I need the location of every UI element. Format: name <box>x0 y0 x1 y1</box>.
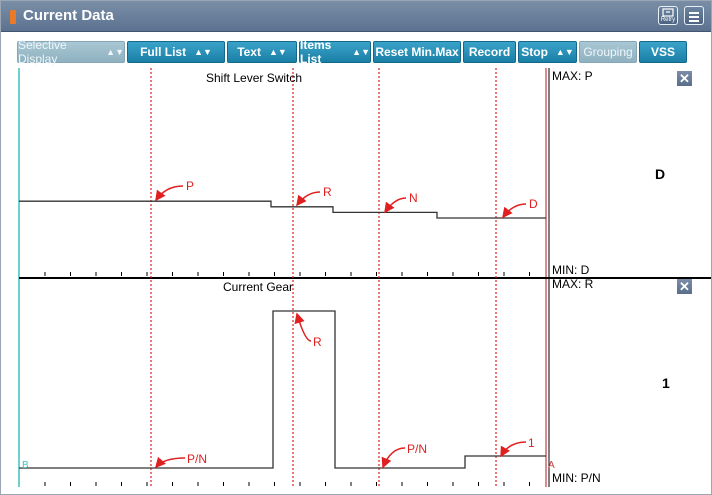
annotation-label-p2-0: P/N <box>187 452 207 466</box>
annotation-arrow <box>500 441 527 458</box>
annotation-arrow <box>155 185 184 202</box>
updown-icon: ▲▼ <box>352 47 370 57</box>
window-icon <box>10 10 16 24</box>
reset-min-max-button[interactable]: Reset Min.Max <box>373 41 461 63</box>
grouping-button[interactable]: Grouping <box>579 41 637 63</box>
record-button[interactable]: Record <box>463 41 516 63</box>
full-list-button[interactable]: Full List ▲▼ <box>127 41 225 63</box>
title-bar: Current Data Retry <box>1 1 711 32</box>
annotation-arrow <box>296 191 321 207</box>
panel2-title: Current Gear <box>223 280 294 294</box>
annotation-label-3: D <box>529 197 538 211</box>
items-list-button[interactable]: Items List ▲▼ <box>299 38 371 66</box>
refresh-icon <box>662 8 674 17</box>
panel1-close-button[interactable]: ✕ <box>677 71 692 86</box>
annotation-label-p2-1: R <box>313 335 322 349</box>
annotation-label-1: R <box>323 185 332 199</box>
window-title: Current Data <box>23 7 114 24</box>
annotation-arrow <box>155 456 186 469</box>
series-line-current-gear <box>19 310 546 469</box>
stop-button[interactable]: Stop ▲▼ <box>518 41 577 63</box>
panel2-close-button[interactable]: ✕ <box>677 279 692 294</box>
annotation-arrow <box>381 447 406 469</box>
cursor-b-marker[interactable]: B <box>22 460 29 471</box>
annotation-arrow <box>502 203 527 219</box>
series-line-shift-lever <box>19 200 546 219</box>
annotation-label-p2-3: 1 <box>528 436 535 450</box>
annotation-label-0: P <box>186 179 194 193</box>
panel2-min-label: MIN: P/N <box>552 471 601 485</box>
panel1-current-value: D <box>655 166 666 182</box>
panel1-max-label: MAX: P <box>552 69 593 83</box>
menu-button[interactable] <box>684 6 704 25</box>
annotation-label-p2-2: P/N <box>407 442 427 456</box>
vss-button[interactable]: VSS <box>639 41 687 63</box>
text-button[interactable]: Text ▲▼ <box>227 41 297 63</box>
panel2-current-value: 1 <box>662 375 670 391</box>
retry-button[interactable]: Retry <box>658 6 678 25</box>
updown-icon: ▲▼ <box>194 47 212 57</box>
updown-icon: ▲▼ <box>268 47 287 57</box>
menu-icon <box>689 12 699 14</box>
panel2-max-label: MAX: R <box>552 277 594 291</box>
selective-display-button[interactable]: Selective Display ▲▼ <box>17 38 125 66</box>
panel1-min-label: MIN: D <box>552 263 590 277</box>
updown-icon: ▲▼ <box>106 47 124 57</box>
updown-icon: ▲▼ <box>555 47 574 57</box>
toolbar: Selective Display ▲▼ Full List ▲▼ Text ▲▼ I… <box>1 32 711 68</box>
annotation-label-2: N <box>409 191 418 205</box>
annotation-arrow <box>384 197 407 214</box>
cursor-a-marker[interactable]: A <box>548 460 555 471</box>
panel1-title: Shift Lever Switch <box>206 71 303 85</box>
annotation-arrow <box>294 312 312 342</box>
retry-label: Retry <box>660 17 676 23</box>
